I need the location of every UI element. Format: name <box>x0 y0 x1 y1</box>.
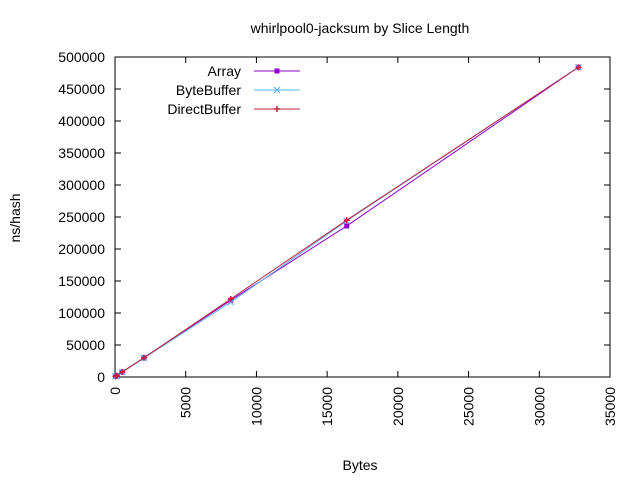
x-axis-label: Bytes <box>342 457 377 473</box>
data-point-directbuffer <box>140 354 147 361</box>
legend-marker <box>274 68 280 74</box>
data-point-directbuffer <box>119 369 126 376</box>
data-point-directbuffer <box>227 295 234 302</box>
legend-item-directbuffer: DirectBuffer <box>167 101 300 117</box>
y-tick-label: 200000 <box>58 241 105 257</box>
y-tick-label: 0 <box>97 369 105 385</box>
legend-marker <box>274 106 280 112</box>
axis-ticks: 0500001000001500002000002500003000003500… <box>58 49 618 426</box>
y-tick-label: 100000 <box>58 305 105 321</box>
legend-label: Array <box>208 63 241 79</box>
y-tick-label: 300000 <box>58 177 105 193</box>
x-tick-label: 30000 <box>531 387 547 426</box>
legend-marker <box>273 86 281 94</box>
x-tick-label: 0 <box>107 387 123 395</box>
y-tick-label: 350000 <box>58 145 105 161</box>
y-tick-label: 450000 <box>58 81 105 97</box>
y-tick-label: 400000 <box>58 113 105 129</box>
data-point-directbuffer <box>343 217 350 224</box>
data-point-directbuffer <box>113 372 120 379</box>
legend-item-bytebuffer: ByteBuffer <box>176 82 300 98</box>
legend: Array ByteBuffer DirectBuffer <box>167 63 300 117</box>
legend-item-array: Array <box>208 63 300 79</box>
y-tick-label: 150000 <box>58 273 105 289</box>
legend-label: DirectBuffer <box>167 101 241 117</box>
series-lines <box>112 63 582 380</box>
y-tick-label: 50000 <box>66 337 105 353</box>
series-directbuffer <box>112 64 582 380</box>
chart-title: whirlpool0-jacksum by Slice Length <box>250 20 470 36</box>
x-tick-label: 35000 <box>602 387 618 426</box>
x-tick-label: 20000 <box>390 387 406 426</box>
x-tick-label: 5000 <box>178 387 194 418</box>
y-tick-label: 500000 <box>58 49 105 65</box>
y-tick-label: 250000 <box>58 209 105 225</box>
x-tick-label: 10000 <box>248 387 264 426</box>
x-tick-label: 25000 <box>461 387 477 426</box>
x-tick-label: 15000 <box>319 387 335 426</box>
legend-label: ByteBuffer <box>176 82 241 98</box>
y-axis-label: ns/hash <box>7 193 23 242</box>
data-point-directbuffer <box>575 64 582 71</box>
data-point-array <box>344 223 350 229</box>
